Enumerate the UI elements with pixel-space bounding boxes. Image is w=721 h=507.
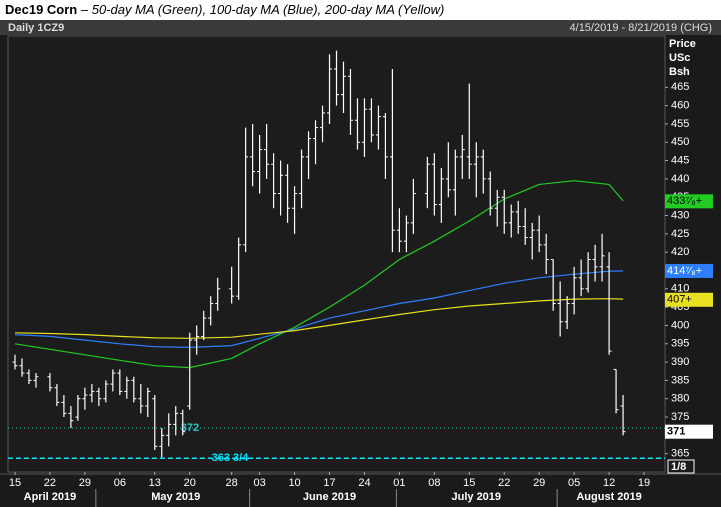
chart-title: Dec19 Corn – 50-day MA (Green), 100-day …	[5, 2, 444, 17]
x-tick-label: 03	[253, 477, 265, 489]
value-box	[665, 263, 713, 278]
x-tick-label: 01	[393, 477, 405, 489]
y-tick-label: 430	[671, 209, 689, 221]
y-tick-label: 395	[671, 338, 689, 350]
date-range: 4/15/2019 - 8/21/2019 (CHG)	[570, 22, 712, 34]
fraction-box	[667, 459, 695, 474]
moving-average	[14, 270, 624, 349]
x-tick-label: 29	[79, 477, 91, 489]
fraction-label: 1/8	[671, 461, 686, 473]
month-label: July 2019	[452, 491, 502, 503]
y-tick-label: 400	[671, 319, 689, 331]
y-tick-label: 390	[671, 356, 689, 368]
y-tick-label: 450	[671, 136, 689, 148]
x-tick-label: 22	[44, 477, 56, 489]
value-box-label: 433⁷⁄₈+	[667, 195, 702, 207]
y-tick-label: 455	[671, 118, 689, 130]
y-tick-label: 445	[671, 154, 689, 166]
x-tick-label: 06	[114, 477, 126, 489]
y-tick-label: 440	[671, 173, 689, 185]
unit-label: Bsh	[669, 66, 690, 78]
month-label: May 2019	[151, 491, 200, 503]
x-tick-label: 15	[463, 477, 475, 489]
last-price-label: 371	[667, 426, 685, 438]
unit-label: USc	[669, 52, 690, 64]
x-tick-label: 29	[533, 477, 545, 489]
x-tick-label: 13	[149, 477, 161, 489]
x-tick-label: 22	[498, 477, 510, 489]
reference-label: 363 3/4	[212, 452, 250, 464]
plot-area	[7, 35, 666, 473]
moving-average	[14, 180, 624, 369]
subtitle: – 50-day MA (Green), 100-day MA (Blue), …	[80, 2, 444, 17]
symbol: Daily 1CZ9	[8, 22, 64, 34]
x-tick-label: 24	[358, 477, 370, 489]
month-label: April 2019	[24, 491, 77, 503]
y-tick-label: 460	[671, 100, 689, 112]
x-tick-label: 15	[9, 477, 21, 489]
y-tick-label: 365	[671, 448, 689, 460]
y-tick-label: 410	[671, 283, 689, 295]
y-tick-label: 385	[671, 374, 689, 386]
x-tick-label: 28	[226, 477, 238, 489]
x-tick-label: 08	[428, 477, 440, 489]
y-tick-label: 420	[671, 246, 689, 258]
title: Dec19 Corn	[5, 2, 77, 17]
value-box	[665, 292, 713, 307]
header-bar	[0, 20, 721, 35]
x-tick-label: 17	[323, 477, 335, 489]
reference-label: 372	[181, 422, 199, 434]
value-box	[665, 194, 713, 209]
moving-average	[14, 298, 624, 339]
y-tick-label: 375	[671, 411, 689, 423]
x-tick-label: 05	[568, 477, 580, 489]
title-bar	[0, 0, 721, 20]
value-box-label: 407+	[667, 294, 692, 306]
x-tick-label: 20	[184, 477, 196, 489]
unit-label: Price	[669, 38, 696, 50]
x-tick-label: 19	[638, 477, 650, 489]
y-tick-label: 425	[671, 228, 689, 240]
value-box-label: 414⁷⁄₈+	[667, 265, 702, 277]
x-tick-label: 10	[288, 477, 300, 489]
y-tick-label: 380	[671, 393, 689, 405]
month-label: June 2019	[303, 491, 356, 503]
x-tick-label: 12	[603, 477, 615, 489]
y-tick-label: 465	[671, 81, 689, 93]
month-label: August 2019	[576, 491, 641, 503]
last-price-box	[665, 424, 713, 439]
